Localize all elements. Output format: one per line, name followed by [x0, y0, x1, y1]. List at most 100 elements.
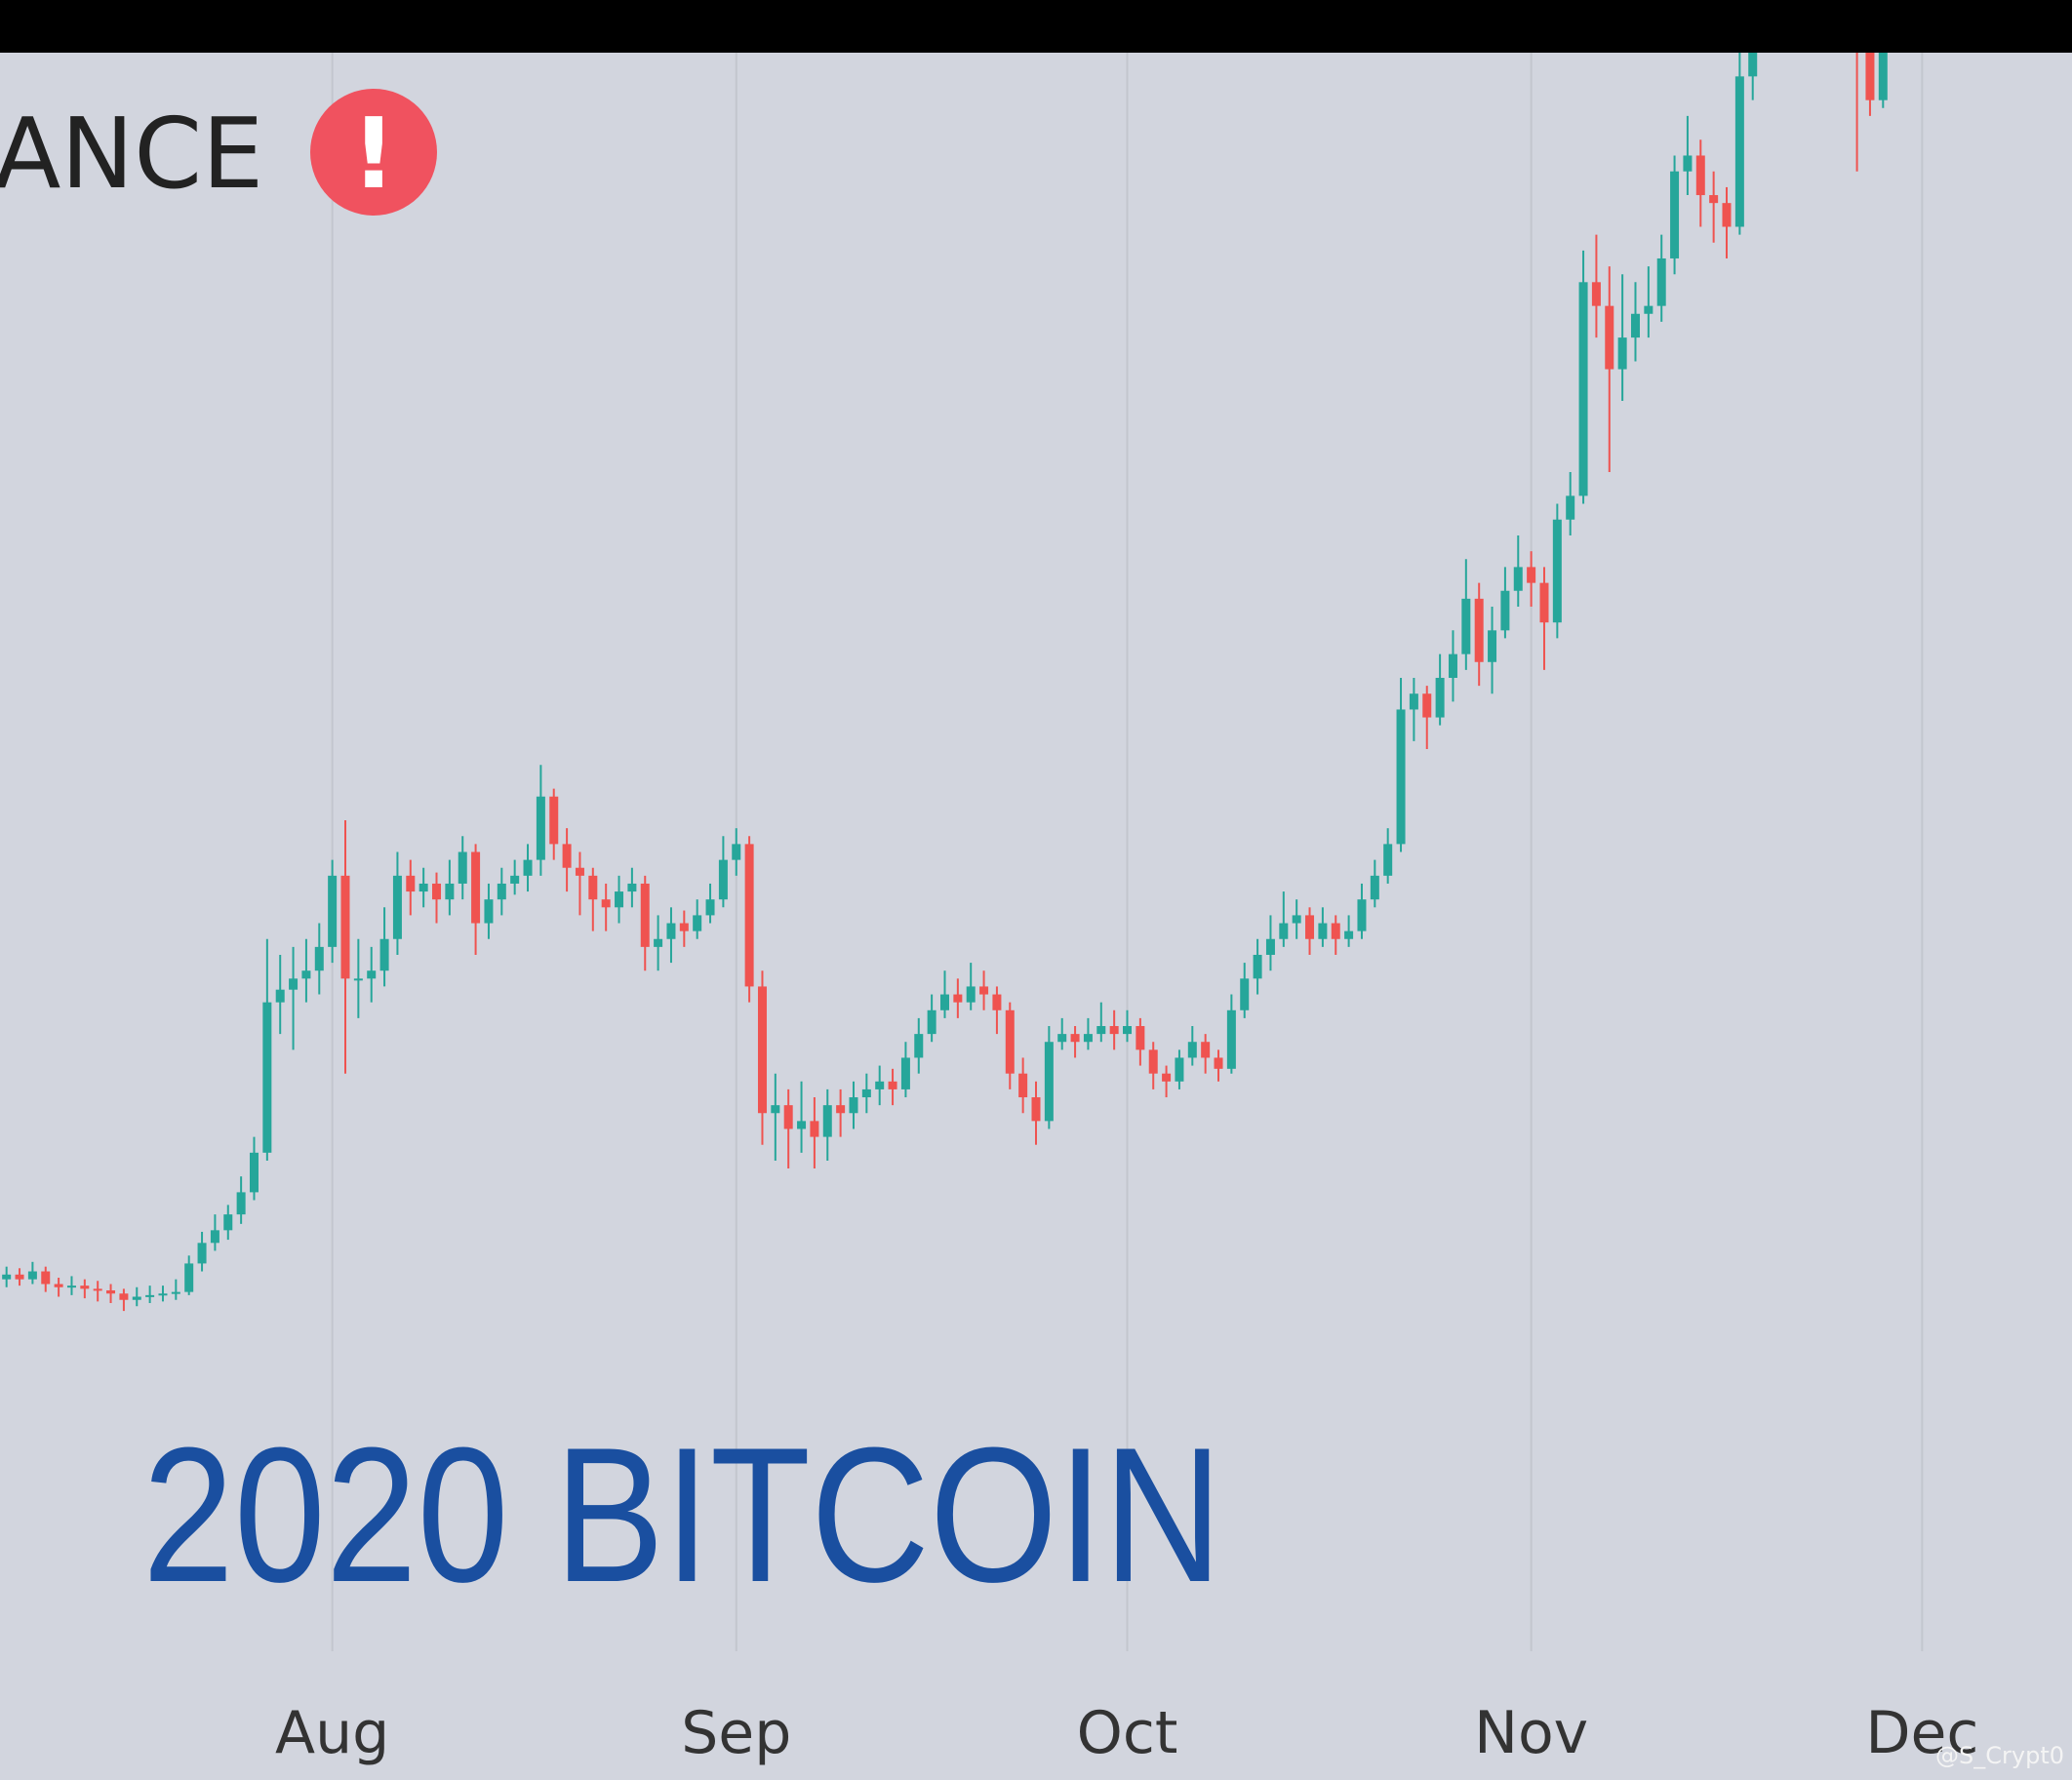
- candle-body: [249, 1152, 259, 1193]
- candle-body: [875, 1081, 885, 1089]
- candle-body: [1644, 305, 1654, 314]
- x-tick-label: Sep: [681, 1699, 791, 1767]
- candle-body: [353, 978, 363, 981]
- candle-body: [1527, 567, 1536, 583]
- candle-body: [1513, 567, 1523, 591]
- candle-body: [810, 1121, 819, 1137]
- candle-body: [1500, 590, 1510, 631]
- candle-body: [1552, 519, 1562, 623]
- candle-body: [1461, 598, 1471, 654]
- candle-body: [1422, 693, 1432, 718]
- candle-body: [627, 883, 637, 892]
- x-tick-label: Dec: [1865, 1699, 1978, 1767]
- candle-body: [132, 1296, 141, 1300]
- candle-body: [1357, 899, 1367, 931]
- candle-body: [1488, 630, 1497, 662]
- candle-body: [1240, 978, 1250, 1010]
- candle-body: [171, 1291, 180, 1294]
- candle-body: [392, 875, 402, 939]
- candle-body: [119, 1293, 129, 1300]
- watermark: @S_Crypt0: [1935, 1742, 2064, 1769]
- candle-body: [328, 875, 338, 947]
- candle-body: [1187, 1042, 1197, 1058]
- candle-body: [510, 875, 520, 884]
- candle-body: [458, 851, 467, 884]
- candle-body: [106, 1290, 116, 1294]
- candle-body: [406, 875, 416, 892]
- candle-body: [1123, 1026, 1133, 1035]
- candle-body: [497, 883, 506, 900]
- candle-body: [1656, 257, 1666, 306]
- candle-body: [432, 883, 442, 900]
- candle-body: [1722, 203, 1732, 227]
- candle-body: [1448, 653, 1457, 678]
- candle-body: [1734, 76, 1744, 227]
- candle-body: [992, 994, 1002, 1010]
- candles: [2, 53, 1888, 1312]
- candle-body: [1370, 875, 1379, 900]
- x-tick-label: Aug: [275, 1699, 389, 1767]
- candle-body: [1683, 155, 1693, 172]
- candle-body: [210, 1230, 219, 1244]
- header-text: ANCE: [0, 97, 263, 211]
- candle-body: [1748, 53, 1758, 77]
- alert-badge: [310, 89, 437, 216]
- candle-body: [1331, 923, 1340, 939]
- candle-body: [275, 989, 285, 1003]
- candle-body: [1265, 938, 1275, 955]
- candle-body: [41, 1271, 51, 1285]
- candle-body: [1409, 693, 1418, 710]
- candle-body: [236, 1192, 246, 1215]
- candle-body: [861, 1088, 871, 1098]
- candle-body: [54, 1284, 63, 1287]
- candle-body: [1031, 1097, 1041, 1122]
- candle-body: [1044, 1042, 1054, 1122]
- candle-body: [822, 1105, 832, 1137]
- candle-body: [184, 1263, 194, 1292]
- candle-body: [1344, 930, 1354, 939]
- candle-body: [693, 915, 702, 931]
- candle-body: [1695, 155, 1705, 196]
- candle-body: [223, 1214, 233, 1231]
- candle-body: [939, 994, 949, 1010]
- candle-body: [744, 844, 754, 987]
- candle-body: [340, 875, 350, 979]
- top-bar: [0, 0, 2072, 53]
- candle-body: [66, 1286, 76, 1288]
- candle-body: [953, 994, 963, 1003]
- candle-body: [836, 1105, 846, 1114]
- candle-body: [1435, 677, 1445, 718]
- candle-body: [1201, 1042, 1211, 1058]
- candle-body: [1005, 1009, 1015, 1074]
- candle-body: [289, 978, 299, 990]
- candle-body: [849, 1097, 858, 1114]
- x-axis: Aug Sep Oct Nov Dec: [275, 1699, 1978, 1767]
- candle-body: [158, 1293, 168, 1296]
- candle-body: [301, 970, 311, 979]
- candle-body: [262, 1002, 272, 1153]
- candle-body: [379, 938, 389, 971]
- candle-body: [1136, 1026, 1145, 1050]
- candle-body: [1109, 1026, 1119, 1035]
- candle-body: [797, 1121, 807, 1129]
- candle-body: [1318, 923, 1328, 939]
- alert-mark: !: [351, 97, 396, 211]
- candle-body: [27, 1271, 37, 1280]
- candle-body: [718, 859, 728, 900]
- candle-body: [484, 899, 494, 924]
- candle-body: [1057, 1034, 1067, 1043]
- candle-body: [666, 923, 676, 939]
- candle-body: [1175, 1057, 1184, 1082]
- candle-body: [1162, 1073, 1172, 1082]
- x-tick-label: Nov: [1474, 1699, 1588, 1767]
- candle-body: [80, 1286, 90, 1289]
- x-tick-label: Oct: [1077, 1699, 1178, 1767]
- candle-body: [197, 1243, 207, 1264]
- candle-body: [966, 986, 976, 1003]
- candle-body: [705, 899, 715, 916]
- candle-body: [536, 796, 545, 860]
- candle-body: [1214, 1057, 1223, 1069]
- candle-body: [615, 891, 624, 908]
- candle-body: [1474, 598, 1484, 662]
